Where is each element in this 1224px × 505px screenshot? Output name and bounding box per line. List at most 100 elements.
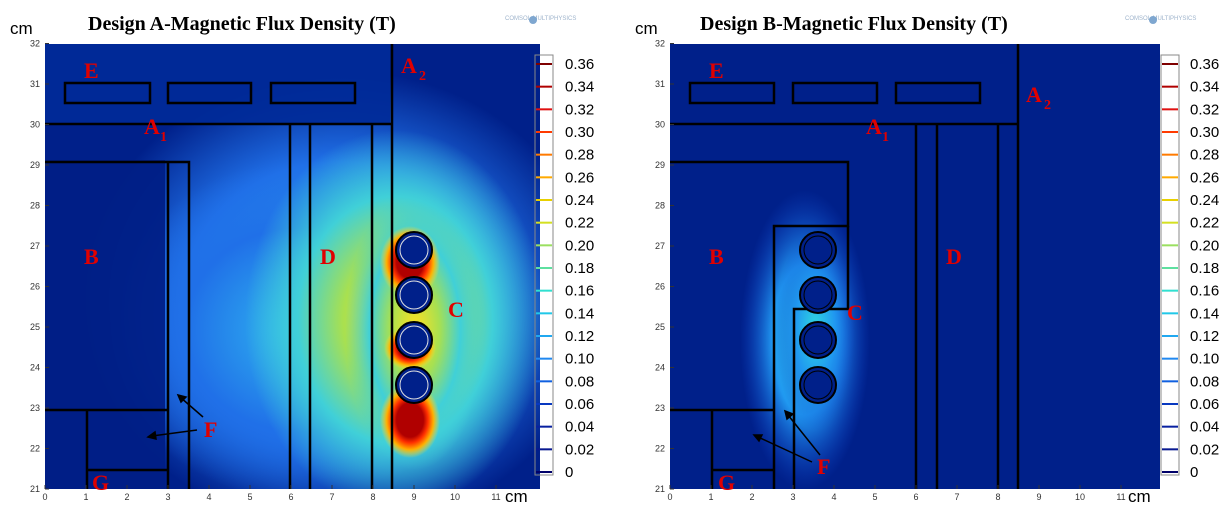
x-tick-label: 0	[42, 492, 47, 502]
y-tick-label: 30	[655, 120, 665, 130]
x-tick-label: 3	[790, 492, 795, 502]
colorbar-label: 0.04	[565, 419, 594, 436]
colorbar-label: 0.32	[1190, 101, 1219, 118]
y-tick-label: 26	[30, 282, 40, 292]
y-tick-label: 22	[655, 444, 665, 454]
y-tick-label: 31	[30, 79, 40, 89]
panel-design-a: cm Design A-Magnetic Flux Density (T) CO…	[10, 13, 576, 505]
comsol-logo-mark	[529, 16, 537, 24]
region-c-label: C	[847, 300, 863, 325]
x-tick-label: 8	[370, 492, 375, 502]
region-g-label: G	[92, 470, 109, 495]
x-tick-label: 6	[288, 492, 293, 502]
colorbar-label: 0.06	[565, 396, 594, 413]
x-tick-label: 9	[411, 492, 416, 502]
region-d-label: D	[320, 244, 336, 269]
x-tick-label: 7	[329, 492, 334, 502]
colorbar-label: 0.12	[1190, 328, 1219, 345]
colorbar-label: 0.04	[1190, 419, 1219, 436]
y-tick-label: 22	[30, 444, 40, 454]
y-tick-label: 31	[655, 79, 665, 89]
x-tick-label: 2	[749, 492, 754, 502]
colorbar-label: 0.22	[1190, 215, 1219, 232]
colorbar-label: 0.14	[565, 305, 594, 322]
conductor-circles	[799, 231, 837, 404]
x-tick-label: 2	[124, 492, 129, 502]
colorbar-label: 0	[1190, 464, 1198, 481]
panel-title: Design A-Magnetic Flux Density (T)	[88, 13, 396, 35]
colorbar-label: 0.02	[565, 441, 594, 458]
colorbar-label: 0.30	[565, 124, 594, 141]
colorbar-label: 0.30	[1190, 124, 1219, 141]
y-tick-label: 21	[30, 484, 40, 494]
region-g-label: G	[718, 470, 735, 495]
x-tick-label: 0	[667, 492, 672, 502]
region-f-label: F	[817, 454, 830, 479]
y-tick-label: 27	[30, 241, 40, 251]
region-d-label: D	[946, 244, 962, 269]
y-tick-label: 28	[30, 201, 40, 211]
region-e-label: E	[709, 58, 724, 83]
y-tick-label: 32	[30, 39, 40, 49]
x-tick-label: 7	[954, 492, 959, 502]
x-unit-label: cm	[505, 487, 528, 505]
y-tick-label: 24	[30, 363, 40, 373]
region-labels: E A 1 A 2 B D C F G	[84, 53, 464, 495]
colorbar-label: 0.16	[1190, 283, 1219, 300]
y-tick-label: 29	[30, 160, 40, 170]
x-tick-label: 5	[872, 492, 877, 502]
colorbar-label: 0.06	[1190, 396, 1219, 413]
x-tick-label: 4	[831, 492, 836, 502]
colorbar-label: 0.12	[565, 328, 594, 345]
colorbar-label: 0.36	[1190, 56, 1219, 73]
y-tick-label: 32	[655, 39, 665, 49]
comsol-logo-mark	[1149, 16, 1157, 24]
colorbar-label: 0.28	[565, 147, 594, 164]
colorbar-label: 0.08	[1190, 373, 1219, 390]
colorbar-label: 0.22	[565, 215, 594, 232]
y-tick-label: 26	[655, 282, 665, 292]
x-tick-label: 4	[206, 492, 211, 502]
y-tick-label: 23	[30, 403, 40, 413]
region-e-label: E	[84, 58, 99, 83]
region-a1-label: A	[144, 114, 160, 139]
x-tick-label: 8	[995, 492, 1000, 502]
colorbar-label: 0.20	[1190, 237, 1219, 254]
y-tick-label: 28	[655, 201, 665, 211]
flux-density-map	[670, 44, 1160, 489]
colorbar-label: 0.18	[1190, 260, 1219, 277]
x-unit-label: cm	[1128, 487, 1151, 505]
y-tick-label: 30	[30, 120, 40, 130]
region-a1-subscript: 1	[882, 130, 889, 145]
colorbar-label: 0.16	[565, 283, 594, 300]
colorbar-label: 0	[565, 464, 573, 481]
x-tick-label: 10	[1075, 492, 1085, 502]
colorbar-label: 0.24	[565, 192, 594, 209]
colorbar-label: 0.32	[565, 101, 594, 118]
colorbar-label: 0.20	[565, 237, 594, 254]
y-tick-label: 21	[655, 484, 665, 494]
colorbar-label: 0.10	[1190, 351, 1219, 368]
y-tick-label: 25	[30, 322, 40, 332]
region-a1-label: A	[866, 114, 882, 139]
colorbar-label: 0.08	[565, 373, 594, 390]
panel-design-b: cm Design B-Magnetic Flux Density (T) CO…	[635, 13, 1196, 505]
colorbar-label: 0.24	[1190, 192, 1219, 209]
y-tick-label: 29	[655, 160, 665, 170]
y-tick-label: 27	[655, 241, 665, 251]
region-a2-subscript: 2	[1044, 98, 1051, 113]
x-tick-label: 3	[165, 492, 170, 502]
colorbar-label: 0.34	[1190, 79, 1219, 96]
region-b-label: B	[84, 244, 99, 269]
region-a2-label: A	[1026, 82, 1042, 107]
comsol-logo: COMSOL MULTIPHYSICS	[1125, 16, 1196, 22]
panel-title: Design B-Magnetic Flux Density (T)	[700, 13, 1008, 35]
colorbar-label: 0.26	[1190, 169, 1219, 186]
x-tick-label: 11	[491, 492, 500, 502]
colorbar-label: 0.02	[1190, 441, 1219, 458]
f-pointer-arrows	[752, 409, 821, 463]
x-tick-label: 11	[1116, 492, 1125, 502]
colorbar-label: 0.36	[565, 56, 594, 73]
